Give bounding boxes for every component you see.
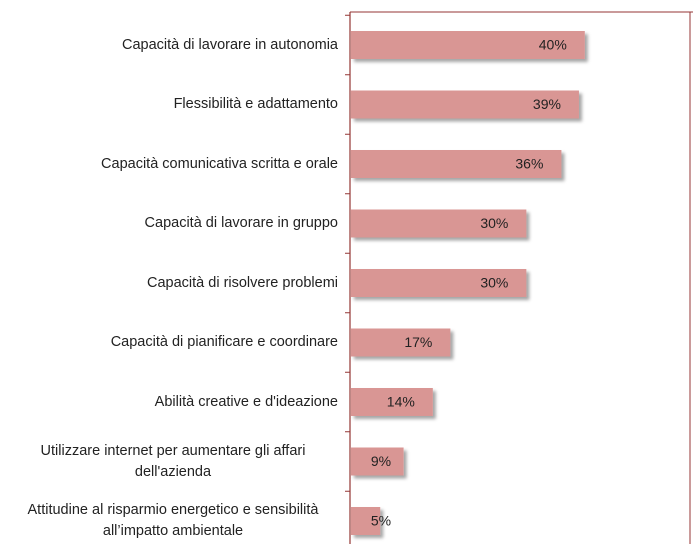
value-label: 17% [404,334,432,350]
bar [351,31,585,59]
category-label-box: Capacità di risolvere problemi [0,253,338,313]
category-label-box: Capacità di lavorare in gruppo [0,194,338,254]
bar [351,447,404,476]
bar [351,150,562,178]
category-label-box: Utilizzare internet per aumentare gli af… [0,432,338,492]
category-label: Attitudine al risparmio energetico e sen… [27,502,319,539]
category-label-box: Abilità creative e d'ideazione [0,372,338,432]
category-label-box: Capacità comunicativa scritta e orale [0,134,338,194]
bar [351,388,433,416]
value-label: 30% [480,275,508,291]
bar [351,209,527,238]
category-label: Capacità di lavorare in autonomia [121,36,338,53]
value-label: 39% [533,96,561,112]
value-label: 14% [387,394,415,410]
value-label: 9% [371,453,391,469]
bar [351,90,579,119]
bar [351,269,527,297]
category-label: Capacità di pianificare e coordinare [110,334,338,350]
value-label: 30% [480,215,508,231]
category-label-box: Attitudine al risparmio energetico e sen… [0,491,338,551]
value-label: 5% [371,513,391,529]
bar [351,507,381,535]
category-label: Capacità di lavorare in gruppo [144,215,338,231]
category-label-box: Capacità di lavorare in autonomia [0,15,338,75]
category-label-box: Flessibilità e adattamento [0,75,338,135]
value-label: 36% [515,156,543,172]
category-label: Abilità creative e d'ideazione [154,393,338,410]
value-label: 40% [539,37,567,53]
category-label: Capacità comunicativa scritta e orale [101,155,338,172]
category-label: Flessibilità e adattamento [173,96,338,112]
category-label: Utilizzare internet per aumentare gli af… [40,442,306,480]
category-label: Capacità di risolvere problemi [147,274,338,291]
bar [351,328,451,357]
category-label-box: Capacità di pianificare e coordinare [0,313,338,373]
